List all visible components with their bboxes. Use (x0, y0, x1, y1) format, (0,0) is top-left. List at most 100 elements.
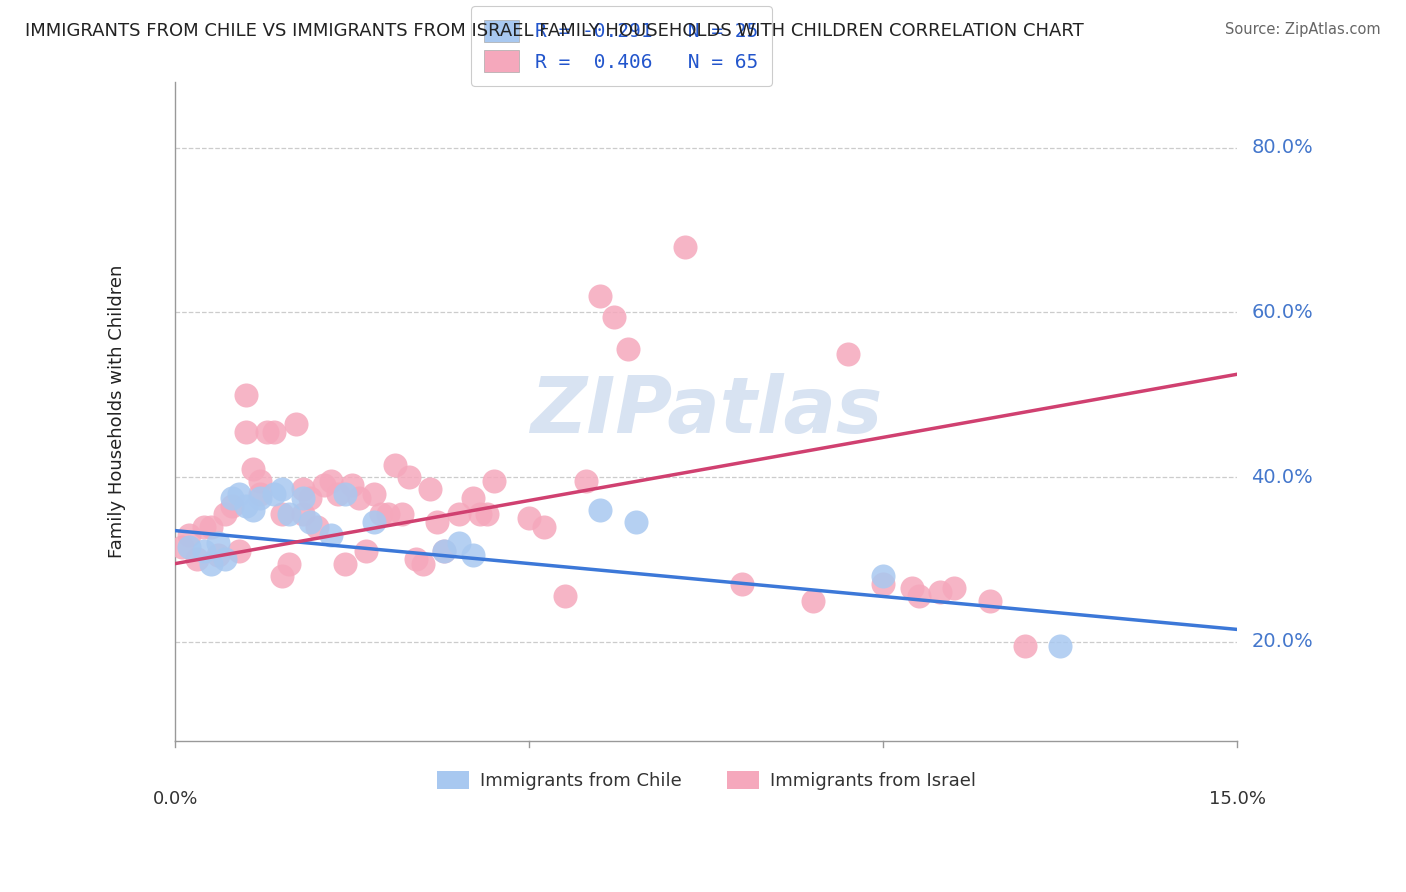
Point (731, 577, 754, 591)
Point (249, 474, 271, 488)
Point (1049, 639, 1071, 653)
Point (801, 593, 824, 607)
Text: 80.0%: 80.0% (1251, 138, 1313, 157)
Point (943, 581, 966, 595)
Point (979, 593, 1001, 607)
Point (242, 503, 264, 517)
Point (433, 544, 456, 558)
Point (328, 486, 350, 500)
Point (433, 544, 456, 558)
Text: 60.0%: 60.0% (1251, 303, 1313, 322)
Point (291, 491, 314, 505)
Text: Source: ZipAtlas.com: Source: ZipAtlas.com (1225, 22, 1381, 37)
Text: 0.0%: 0.0% (153, 790, 198, 808)
Point (617, 343, 640, 357)
Point (603, 310, 626, 324)
Text: IMMIGRANTS FROM CHILE VS IMMIGRANTS FROM ISRAEL FAMILY HOUSEHOLDS WITH CHILDREN : IMMIGRANTS FROM CHILE VS IMMIGRANTS FROM… (25, 22, 1084, 40)
Point (200, 557, 222, 571)
Point (517, 511, 540, 525)
Point (305, 519, 328, 533)
Point (900, 581, 922, 595)
Point (235, 499, 257, 513)
Point (312, 478, 335, 492)
Point (221, 491, 243, 505)
Point (575, 474, 598, 488)
Point (270, 569, 292, 583)
Point (673, 239, 696, 253)
Point (907, 590, 929, 604)
Point (235, 388, 257, 402)
Point (207, 536, 229, 550)
Point (468, 507, 491, 521)
Point (349, 491, 371, 505)
Point (872, 569, 894, 583)
Point (242, 462, 264, 476)
Point (298, 516, 321, 530)
Point (214, 552, 236, 566)
Point (384, 458, 406, 472)
Text: 40.0%: 40.0% (1251, 467, 1313, 487)
Point (298, 491, 321, 505)
Point (419, 483, 441, 497)
Point (482, 474, 505, 488)
Text: 20.0%: 20.0% (1251, 632, 1313, 651)
Point (235, 425, 257, 439)
Point (475, 507, 498, 521)
Point (277, 557, 299, 571)
Point (270, 483, 292, 497)
Point (363, 486, 385, 500)
Point (589, 503, 612, 517)
Point (263, 425, 285, 439)
Point (426, 516, 449, 530)
Point (319, 527, 342, 541)
Point (207, 549, 229, 563)
Point (179, 540, 201, 554)
Point (447, 536, 470, 550)
Point (589, 289, 612, 303)
Point (249, 491, 271, 505)
Point (256, 425, 278, 439)
Point (214, 507, 236, 521)
Point (319, 474, 342, 488)
Point (356, 544, 378, 558)
Point (186, 552, 208, 566)
Point (461, 491, 484, 505)
Point (412, 557, 434, 571)
Point (270, 507, 292, 521)
Point (554, 590, 576, 604)
Point (533, 519, 555, 533)
Point (193, 519, 215, 533)
Point (837, 346, 859, 360)
Point (277, 507, 299, 521)
Point (263, 486, 285, 500)
Point (929, 585, 952, 599)
Point (291, 483, 314, 497)
Point (172, 540, 194, 554)
Text: ZIPatlas: ZIPatlas (530, 373, 883, 450)
Point (335, 486, 357, 500)
Point (200, 519, 222, 533)
Point (291, 507, 314, 521)
Point (193, 544, 215, 558)
Point (335, 557, 357, 571)
Point (249, 486, 271, 500)
Point (624, 516, 647, 530)
Point (405, 552, 427, 566)
Point (342, 478, 364, 492)
Point (461, 549, 484, 563)
Text: Family Households with Children: Family Households with Children (108, 265, 127, 558)
Point (179, 527, 201, 541)
Point (221, 499, 243, 513)
Point (370, 507, 392, 521)
Point (872, 577, 894, 591)
Point (1014, 639, 1036, 653)
Point (391, 507, 413, 521)
Text: 15.0%: 15.0% (1209, 790, 1265, 808)
Point (228, 486, 250, 500)
Point (447, 507, 470, 521)
Point (228, 544, 250, 558)
Point (363, 516, 385, 530)
Point (398, 470, 420, 484)
Point (284, 417, 307, 431)
Legend: Immigrants from Chile, Immigrants from Israel: Immigrants from Chile, Immigrants from I… (429, 764, 983, 797)
